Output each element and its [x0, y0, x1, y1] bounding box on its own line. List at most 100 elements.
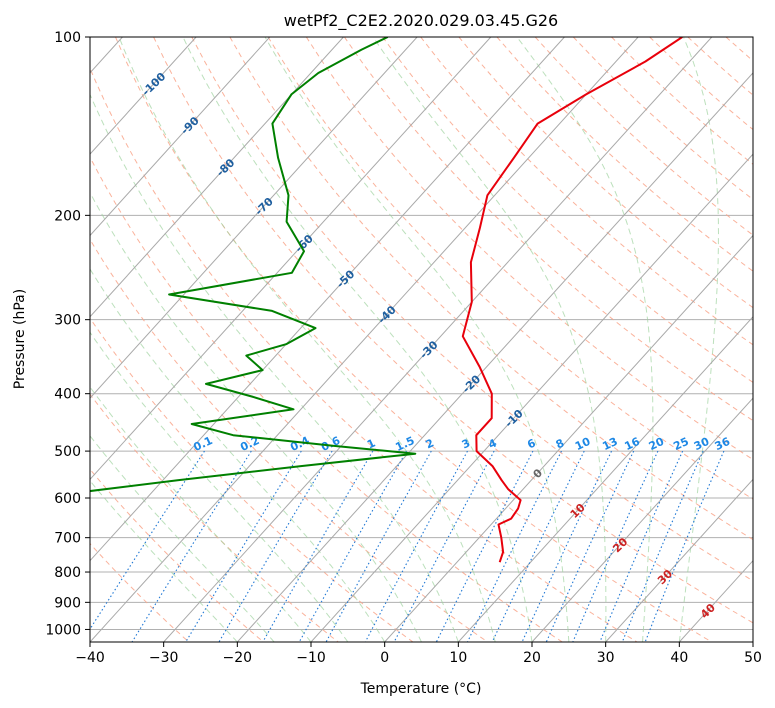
mixing-ratio-line — [491, 450, 585, 642]
moist-adiabat-line — [118, 37, 496, 642]
dry-adiabat-line — [90, 156, 563, 642]
dry-adiabat-line — [649, 37, 753, 131]
y-tick-label: 500 — [54, 444, 81, 460]
y-tick-label: 400 — [54, 387, 81, 403]
isotherm-line — [531, 397, 753, 642]
mixing-ratio-label: 3 — [460, 436, 472, 451]
moist-adiabat-line — [90, 93, 459, 642]
moist-adiabat-line — [90, 386, 312, 642]
moist-adiabat-line — [90, 480, 238, 642]
mixing-ratio-label: 16 — [622, 435, 642, 453]
mixing-ratio-label: 10 — [573, 435, 593, 453]
y-axis: 100 200 300 400 500 600 700 800 900 1000 — [45, 30, 90, 638]
dry-adiabat-line — [191, 37, 753, 582]
mixing-ratio-line — [218, 450, 333, 642]
mixing-ratio-line — [393, 450, 495, 642]
x-tick-label: −10 — [296, 650, 326, 666]
moist-adiabat-line — [182, 37, 533, 642]
isotherm-line — [90, 37, 418, 399]
mixing-ratio-line — [364, 450, 468, 642]
dry-adiabat-line — [90, 317, 414, 642]
isotherm-line — [90, 37, 271, 237]
moist-adiabat-line — [90, 268, 386, 642]
isotherm-line — [384, 234, 753, 642]
y-tick-label: 100 — [54, 30, 81, 46]
y-tick-label: 300 — [54, 313, 81, 329]
moist-adiabat-line — [90, 331, 349, 642]
isotherm-line — [163, 37, 713, 642]
mixing-ratio-line — [621, 450, 704, 642]
x-axis: −40 −30 −20 −10 0 10 20 30 40 50 — [75, 642, 762, 666]
moist-adiabat-line — [516, 37, 654, 642]
isotherm-label: -100 — [140, 70, 169, 99]
mixing-ratio-label: 13 — [600, 435, 619, 453]
x-tick-label: −30 — [149, 650, 179, 666]
mixing-ratio-label: 30 — [692, 435, 712, 453]
plot-frame — [89, 36, 754, 643]
mixing-ratio-label: 36 — [713, 435, 733, 453]
isotherm-line — [90, 37, 639, 642]
mixing-ratio-line — [131, 450, 252, 642]
moist-adiabat-line — [372, 37, 607, 642]
x-tick-label: −20 — [223, 650, 253, 666]
x-axis-label: Temperature (°C) — [360, 681, 482, 697]
dry-adiabat-line — [534, 37, 753, 236]
mixing-ratio-line — [435, 450, 534, 642]
mixing-ratio-line — [185, 450, 302, 642]
moist-adiabat-line — [90, 191, 422, 642]
dry-adiabat-line — [267, 37, 753, 500]
dry-adiabat-line — [90, 542, 190, 642]
x-tick-label: 40 — [670, 650, 688, 666]
dry-adiabat-line — [420, 37, 753, 346]
mixing-ratio-line — [298, 450, 407, 642]
isotherm-line — [90, 37, 492, 481]
mixing-ratio-label: 4 — [486, 436, 499, 451]
mixing-ratio-line — [262, 450, 374, 642]
y-tick-label: 800 — [54, 565, 81, 581]
mixing-ratio-label: 25 — [671, 435, 690, 453]
dry-adiabat-line — [90, 238, 488, 642]
moist-adiabat-line — [264, 37, 570, 642]
mixing-ratio-line — [467, 450, 562, 642]
sounding-profiles — [90, 37, 683, 563]
y-tick-label: 700 — [54, 531, 81, 547]
mixing-ratio-line — [521, 450, 612, 642]
x-tick-label: 0 — [380, 650, 389, 666]
dry-adiabat-line — [90, 468, 264, 642]
isotherm-line — [457, 316, 753, 642]
x-tick-label: 50 — [744, 650, 762, 666]
mixing-ratio-label: 2 — [424, 436, 436, 451]
x-tick-label: −40 — [75, 650, 105, 666]
background-lines — [90, 37, 753, 642]
mixing-ratio-line — [325, 450, 432, 642]
x-tick-label: 20 — [523, 650, 541, 666]
isotherm-line — [310, 153, 753, 642]
x-tick-label: 30 — [597, 650, 615, 666]
dry-adiabat-line — [687, 37, 753, 96]
isotherm-line — [605, 478, 753, 642]
y-tick-label: 900 — [54, 595, 81, 611]
dry-adiabat-line — [90, 393, 339, 642]
dry-adiabat-line — [496, 37, 753, 272]
isotherm-line — [752, 641, 753, 642]
dewpoint-profile — [90, 37, 417, 493]
chart-title: wetPf2_C2E2.2020.029.03.45.G26 — [284, 11, 558, 31]
isotherm-line — [90, 37, 565, 562]
isotherm-line — [236, 72, 753, 642]
y-tick-label: 600 — [54, 491, 81, 507]
x-tick-label: 10 — [449, 650, 467, 666]
temperature-profile — [461, 37, 683, 563]
dry-adiabat-line — [90, 67, 638, 642]
mixing-ratio-label: 20 — [647, 435, 667, 453]
y-tick-label: 1000 — [45, 622, 81, 638]
y-axis-label: Pressure (hPa) — [12, 289, 28, 389]
isotherm-line — [90, 37, 197, 155]
isotherm-line — [90, 37, 344, 318]
moist-adiabat-line — [678, 37, 720, 642]
moist-adiabat-line — [90, 435, 275, 642]
y-tick-label: 200 — [54, 208, 81, 224]
mixing-ratio-line — [644, 450, 725, 642]
isotherm-line — [678, 559, 753, 642]
